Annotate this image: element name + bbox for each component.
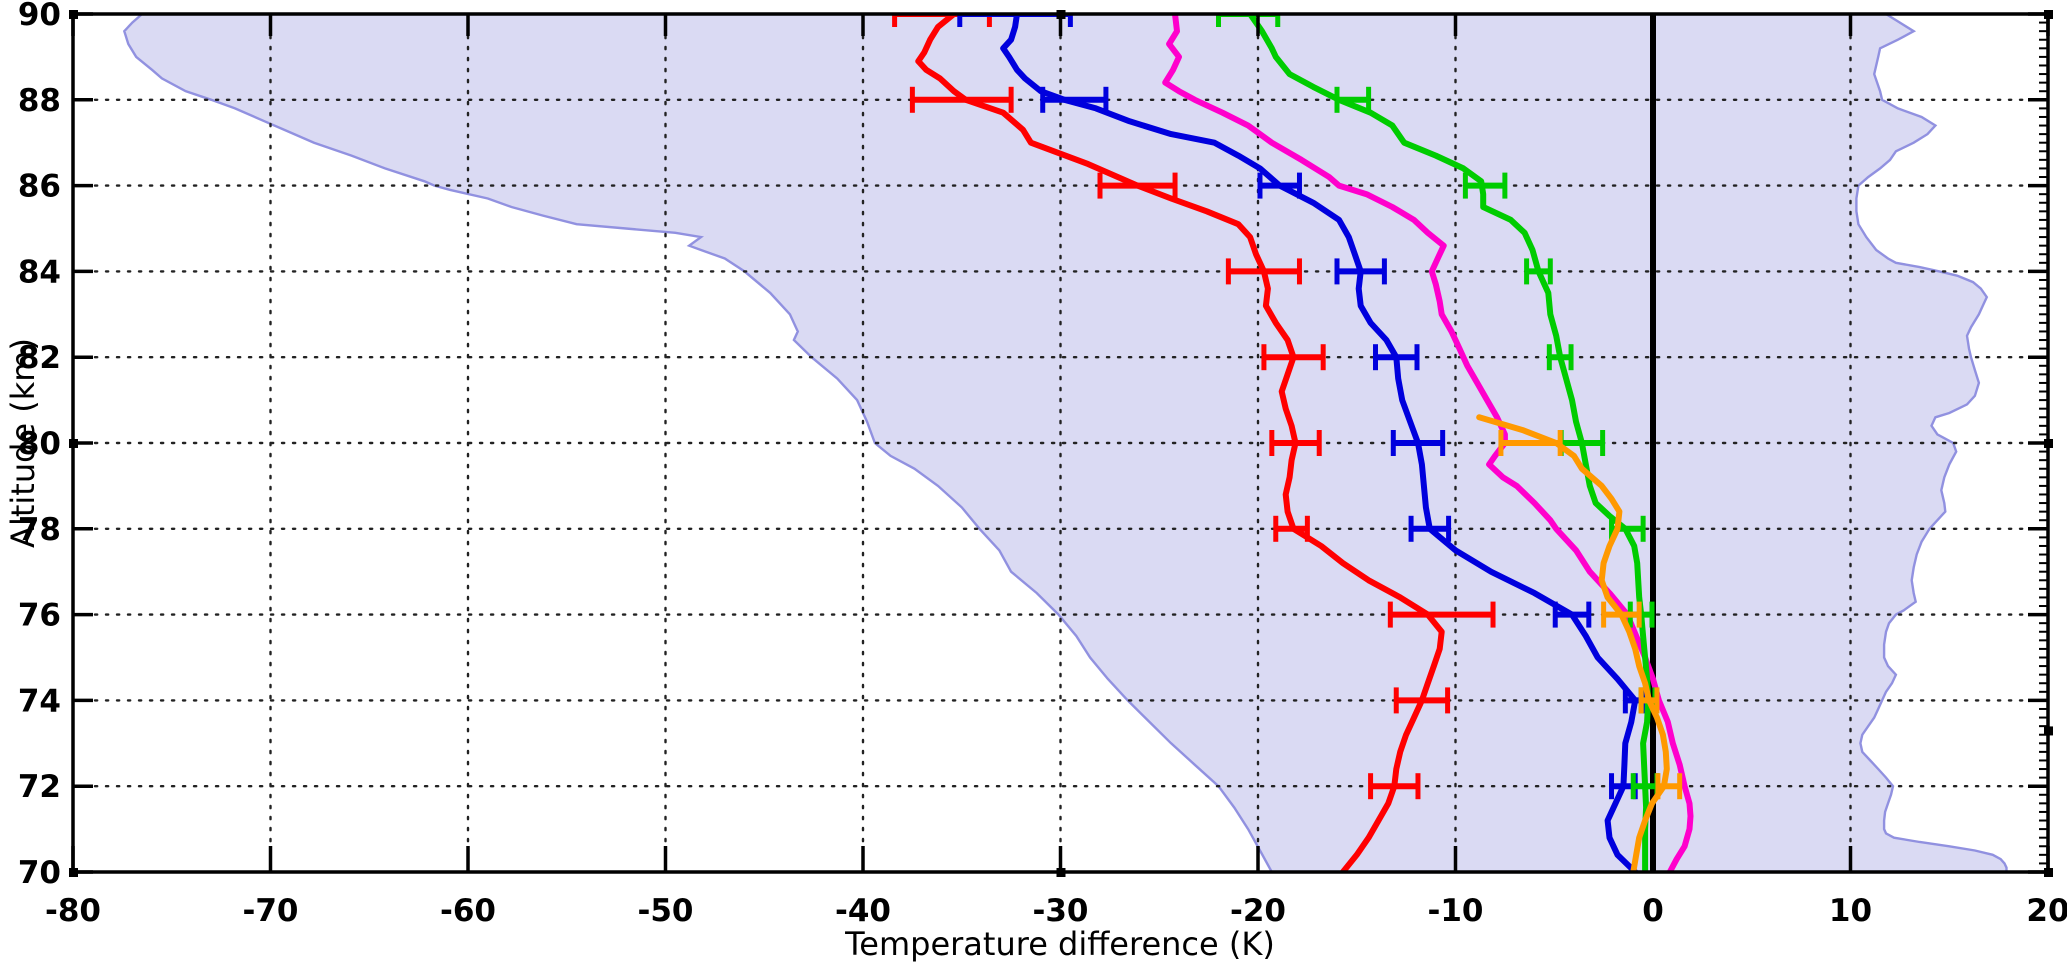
y-tick-label: 74 [18, 683, 61, 719]
axis-marker-square [2044, 726, 2053, 736]
x-tick-label: -30 [1032, 893, 1088, 929]
axis-marker-square [2044, 439, 2053, 448]
y-tick-label: 72 [18, 769, 61, 805]
magenta-profile-line [1162, 14, 1694, 872]
y-tick-label: 84 [18, 254, 61, 290]
y-tick-label: 80 [18, 426, 61, 462]
axis-marker-square [2044, 10, 2053, 19]
x-tick-label: -50 [637, 893, 693, 929]
x-tick-label: 20 [2026, 893, 2067, 929]
y-tick-label: 88 [18, 83, 61, 119]
axis-marker-square [2044, 868, 2053, 877]
x-tick-label: -10 [1427, 893, 1483, 929]
y-tick-label: 90 [18, 0, 61, 33]
y-axis-label: Altitude (km) [4, 338, 42, 548]
axis-marker-square [69, 868, 78, 877]
y-tick-label: 86 [18, 169, 61, 205]
x-tick-label: -60 [440, 893, 496, 929]
red-profile-line [915, 14, 1445, 872]
axis-marker-square [69, 439, 78, 448]
axis-marker-square [1056, 10, 1066, 19]
x-tick-label: -40 [835, 893, 891, 929]
x-tick-label: 10 [1829, 893, 1872, 929]
x-tick-label: -80 [45, 893, 101, 929]
y-tick-label: 78 [18, 512, 61, 548]
x-tick-label: -20 [1230, 893, 1286, 929]
x-axis-label: Temperature difference (K) [844, 925, 1275, 963]
axis-marker-square [69, 10, 78, 19]
axis-marker-square [1056, 868, 1066, 877]
x-tick-label: -70 [242, 893, 298, 929]
y-tick-label: 70 [18, 855, 61, 891]
y-tick-label: 82 [18, 340, 61, 376]
y-tick-label: 76 [18, 598, 61, 634]
x-tick-label: 0 [1642, 893, 1664, 929]
